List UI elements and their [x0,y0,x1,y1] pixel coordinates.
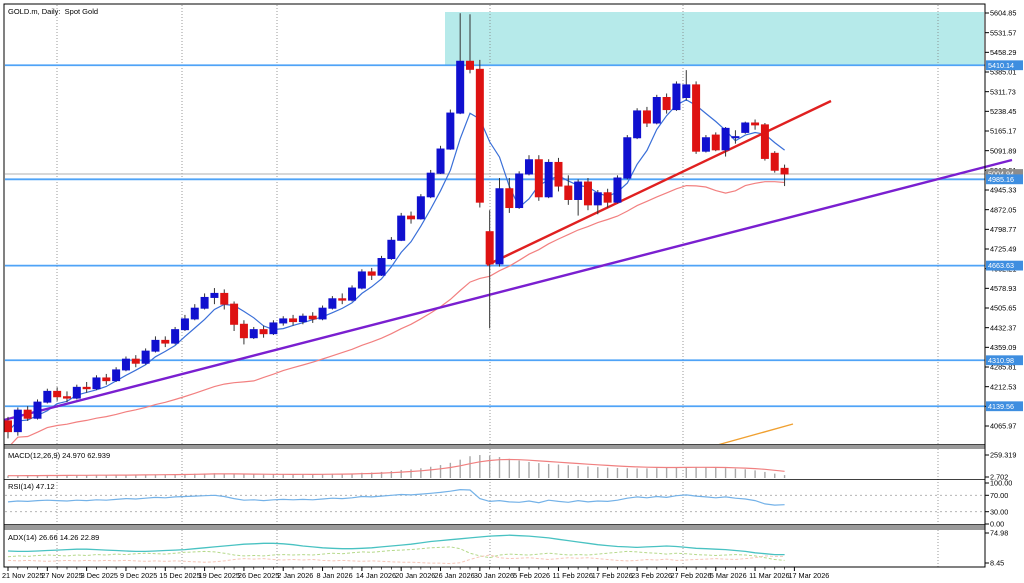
svg-text:4505.65: 4505.65 [990,304,1016,313]
svg-text:4985.16: 4985.16 [988,175,1014,184]
svg-text:14 Jan 2026: 14 Jan 2026 [356,571,396,580]
macd-signal-line [8,458,785,477]
svg-text:5165.17: 5165.17 [990,127,1016,136]
svg-text:5410.14: 5410.14 [988,61,1014,70]
svg-text:15 Dec 2025: 15 Dec 2025 [159,571,200,580]
svg-text:4872.05: 4872.05 [990,205,1016,214]
svg-text:5311.73: 5311.73 [990,87,1016,96]
svg-text:4139.56: 4139.56 [988,402,1014,411]
svg-text:5531.57: 5531.57 [990,28,1016,37]
svg-text:17 Mar 2026: 17 Mar 2026 [788,571,829,580]
svg-text:4945.33: 4945.33 [990,186,1016,195]
moving-averages [7,99,785,445]
svg-text:8.45: 8.45 [990,559,1004,568]
svg-text:5604.85: 5604.85 [990,9,1016,18]
svg-text:2.702: 2.702 [990,473,1008,482]
svg-text:70.00: 70.00 [990,491,1008,500]
svg-text:9 Dec 2025: 9 Dec 2025 [120,571,157,580]
svg-text:5458.29: 5458.29 [990,48,1016,57]
purple-uptrend-trendline [3,158,1013,422]
svg-text:100.00: 100.00 [990,479,1012,488]
panel-separator[interactable] [4,525,985,530]
svg-text:5 Mar 2026: 5 Mar 2026 [710,571,747,580]
svg-text:11 Mar 2026: 11 Mar 2026 [749,571,789,580]
plus-di-line [7,546,785,561]
svg-text:8 Jan 2026: 8 Jan 2026 [317,571,353,580]
svg-text:26 Jan 2026: 26 Jan 2026 [435,571,475,580]
svg-text:5 Feb 2026: 5 Feb 2026 [513,571,550,580]
svg-text:19 Dec 2025: 19 Dec 2025 [199,571,240,580]
svg-text:5091.89: 5091.89 [990,146,1016,155]
svg-text:4578.93: 4578.93 [990,284,1016,293]
candles [4,13,789,439]
svg-text:4310.98: 4310.98 [988,356,1014,365]
orange-short-trendline [711,423,794,448]
svg-text:11 Feb 2026: 11 Feb 2026 [552,571,592,580]
svg-text:259.319: 259.319 [990,451,1016,460]
svg-text:4359.09: 4359.09 [990,343,1016,352]
chart-frame [3,3,986,568]
svg-text:4725.49: 4725.49 [990,245,1016,254]
svg-text:4663.63: 4663.63 [988,261,1014,270]
svg-text:3 Dec 2025: 3 Dec 2025 [81,571,118,580]
svg-text:5238.45: 5238.45 [990,107,1016,116]
svg-text:4212.53: 4212.53 [990,382,1016,391]
svg-text:30 Jan 2026: 30 Jan 2026 [474,571,514,580]
svg-text:4285.81: 4285.81 [990,363,1016,372]
svg-text:2 Jan 2026: 2 Jan 2026 [277,571,313,580]
adx-panel [7,534,785,565]
period-separators [56,5,939,567]
rsi-panel [5,488,985,513]
adx-main-line [7,534,785,556]
panel-separator[interactable] [4,445,985,449]
price-axis[interactable]: 5604.85 5531.57 5458.29 5385.01 5311.73 5238.… [985,9,1023,568]
svg-text:4798.77: 4798.77 [990,225,1016,234]
svg-text:0.00: 0.00 [990,520,1004,529]
minus-di-line [7,554,785,565]
svg-text:74.98: 74.98 [990,529,1008,538]
support-resistance-lines [5,64,985,408]
svg-text:27 Nov 2025: 27 Nov 2025 [41,571,82,580]
svg-text:30.00: 30.00 [990,507,1008,516]
fast-ma-line [7,99,785,433]
svg-text:27 Feb 2026: 27 Feb 2026 [670,571,711,580]
trendlines [3,99,1013,448]
svg-text:17 Feb 2026: 17 Feb 2026 [592,571,633,580]
svg-text:20 Jan 2026: 20 Jan 2026 [395,571,435,580]
supply-zone-rectangle [445,12,984,66]
svg-text:21 Nov 2025: 21 Nov 2025 [2,571,43,580]
svg-text:26 Dec 2025: 26 Dec 2025 [238,571,279,580]
svg-text:5385.01: 5385.01 [990,68,1016,77]
rsi-line [7,488,785,506]
red-uptrend-trendline [486,99,832,267]
svg-text:5004.94: 5004.94 [988,170,1014,179]
svg-text:4065.97: 4065.97 [990,422,1016,431]
svg-text:4432.37: 4432.37 [990,323,1016,332]
macd-panel [7,455,786,478]
slow-ma-line [9,181,785,445]
svg-text:23 Feb 2026: 23 Feb 2026 [631,571,672,580]
